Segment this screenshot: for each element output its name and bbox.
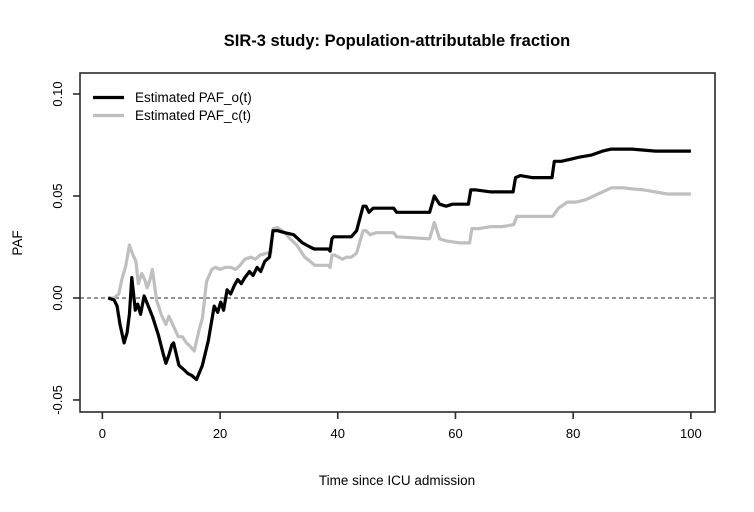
x-tick-label: 40 (331, 426, 345, 441)
plot-box (79, 72, 716, 413)
x-tick-label: 80 (566, 426, 580, 441)
y-tick-label: 0.00 (50, 285, 65, 310)
y-tick-label: -0.05 (50, 385, 65, 415)
legend-label-paf-o: Estimated PAF_o(t) (135, 90, 252, 105)
y-tick-label: 0.10 (50, 81, 65, 106)
paf-o-line (107, 147, 691, 382)
x-tick-label: 60 (448, 426, 462, 441)
legend-label-paf-c: Estimated PAF_c(t) (135, 108, 251, 123)
x-tick-label: 100 (680, 426, 702, 441)
y-axis-label: PAF (10, 230, 25, 255)
y-tick-label: 0.05 (50, 183, 65, 208)
paf-c-line (108, 186, 691, 353)
chart-title: SIR-3 study: Population-attributable fra… (224, 32, 571, 50)
x-tick-label: 0 (99, 426, 106, 441)
x-tick-label: 20 (213, 426, 227, 441)
x-axis-label: Time since ICU admission (319, 473, 475, 488)
